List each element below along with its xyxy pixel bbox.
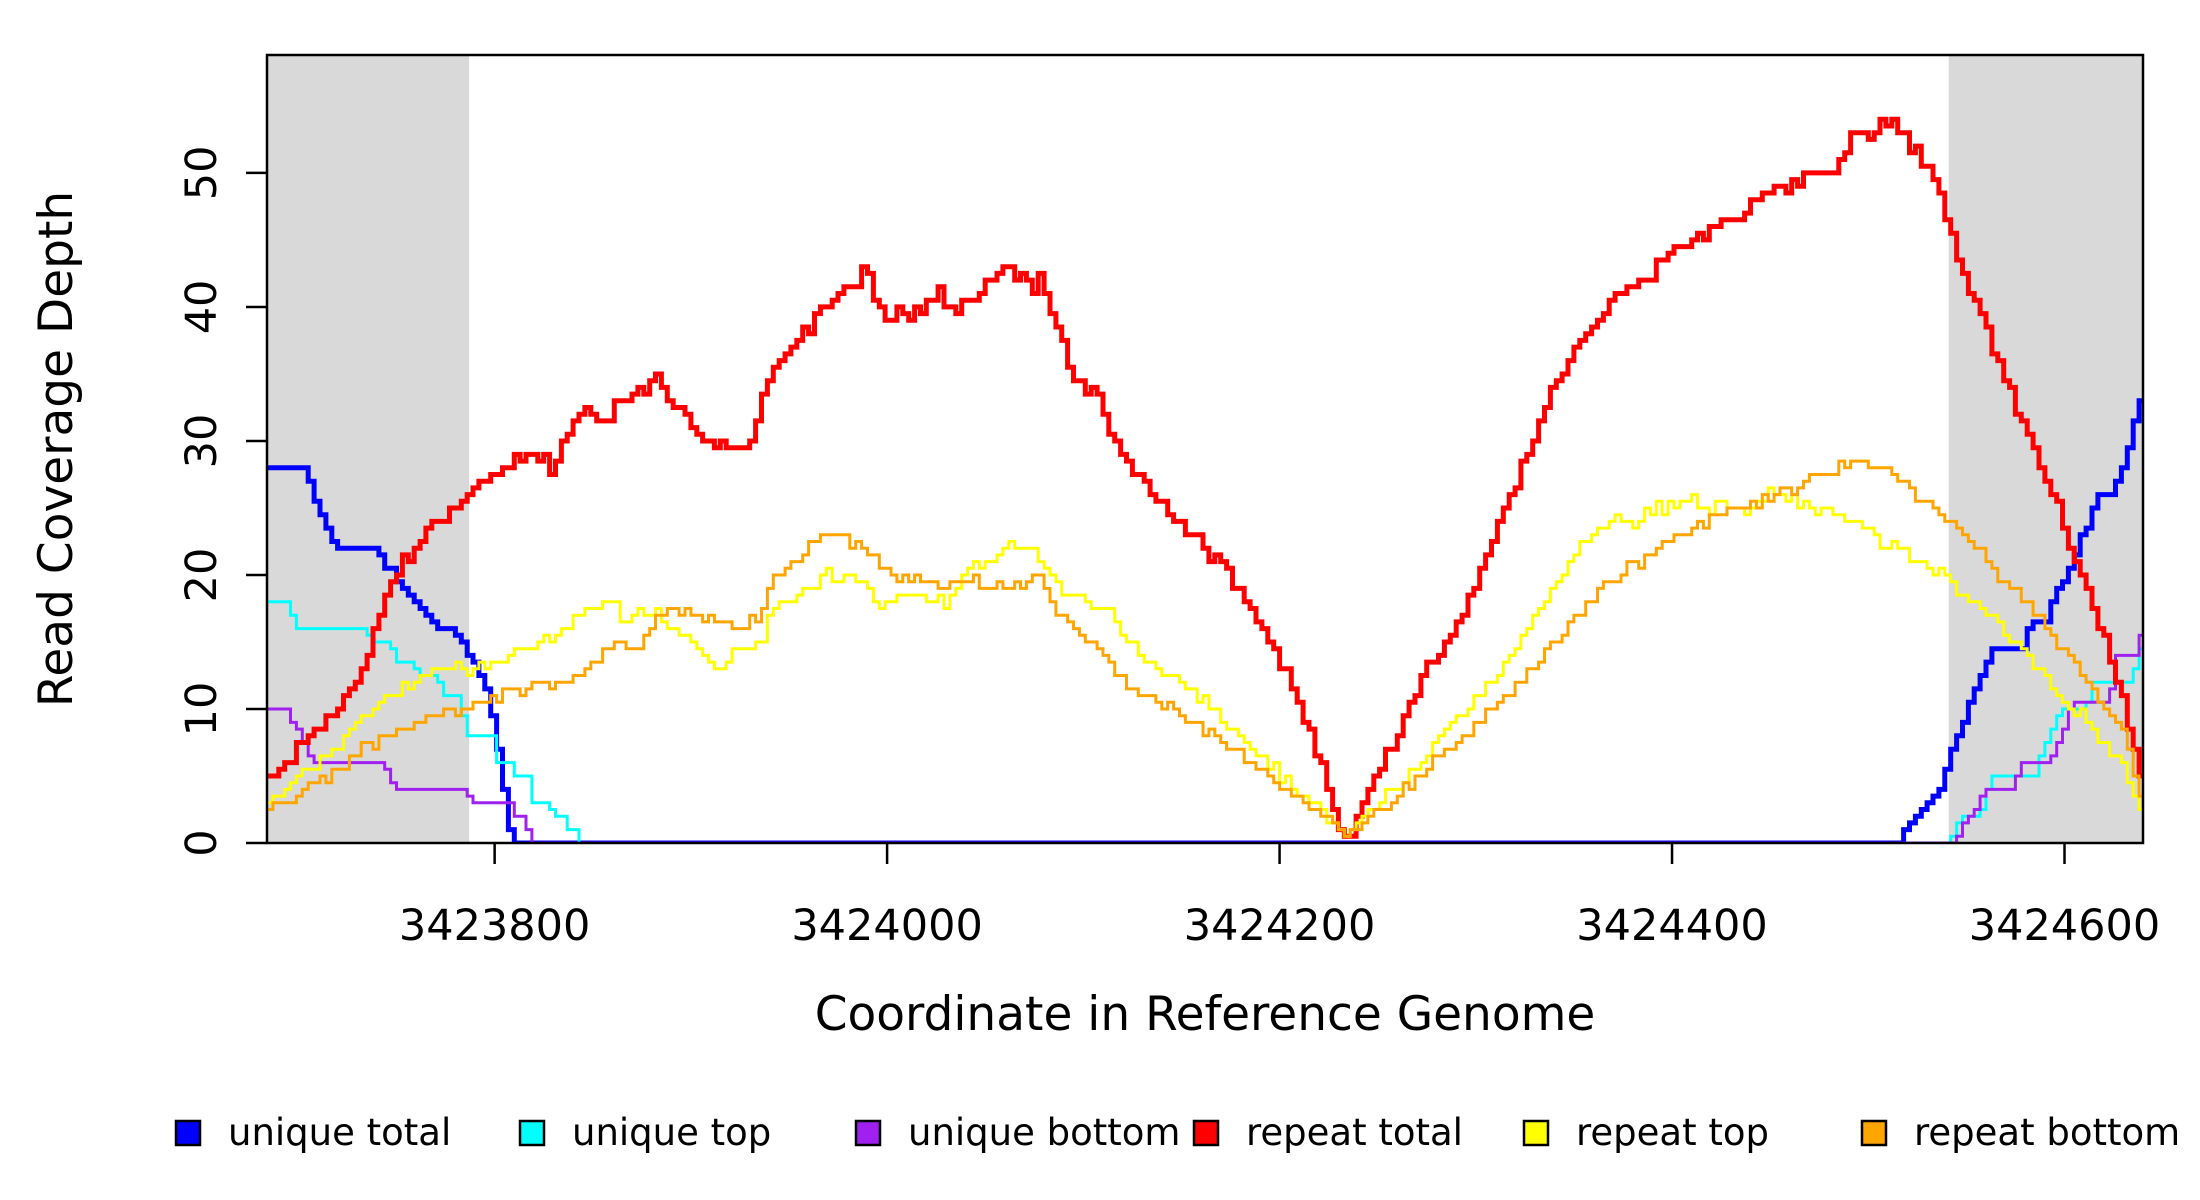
x-tick-label: 3424600 <box>1969 901 2161 951</box>
legend-swatch-repeat-top <box>1522 1119 1550 1147</box>
series-line-repeat-bottom <box>267 459 2143 838</box>
series-line-repeat-top <box>267 486 2143 838</box>
legend-swatch-unique-top <box>518 1119 546 1147</box>
shaded-region-left <box>267 55 470 843</box>
y-axis-ticks: 0 10 20 30 40 50 <box>177 146 267 857</box>
x-tick-label: 3424200 <box>1184 901 1376 951</box>
legend: unique total unique top unique bottom repea… <box>174 1111 2180 1154</box>
legend-label: repeat total <box>1246 1111 1463 1154</box>
x-tick-label: 3424400 <box>1576 901 1768 951</box>
series-line-repeat-total <box>267 116 2143 839</box>
legend-swatch-repeat-total <box>1192 1119 1220 1147</box>
y-tick-label: 50 <box>177 146 227 201</box>
y-tick-label: 20 <box>177 548 227 603</box>
legend-label: repeat bottom <box>1914 1111 2180 1154</box>
series-lines <box>267 116 2143 844</box>
legend-swatch-repeat-bottom <box>1860 1119 1888 1147</box>
legend-item: unique total <box>174 1111 451 1154</box>
x-axis-title: Coordinate in Reference Genome <box>815 987 1596 1042</box>
legend-item: repeat total <box>1192 1111 1463 1154</box>
legend-swatch-unique-bottom <box>854 1119 882 1147</box>
legend-item: repeat top <box>1522 1111 1769 1154</box>
y-tick-label: 10 <box>177 682 227 737</box>
series-line-unique-bottom <box>267 633 2143 844</box>
shaded-region-right <box>1948 55 2143 843</box>
legend-label: unique bottom <box>908 1111 1180 1154</box>
legend-label: repeat top <box>1576 1111 1769 1154</box>
legend-label: unique total <box>228 1111 451 1154</box>
legend-item: unique top <box>518 1111 771 1154</box>
legend-item: unique bottom <box>854 1111 1180 1154</box>
x-tick-label: 3424000 <box>791 901 983 951</box>
plot-border-box <box>265 53 2145 845</box>
legend-item: repeat bottom <box>1860 1111 2180 1154</box>
x-tick-label: 3423800 <box>399 901 591 951</box>
legend-label: unique top <box>572 1111 771 1154</box>
y-axis-title: Read Coverage Depth <box>29 191 84 707</box>
legend-swatch-unique-total <box>174 1119 202 1147</box>
y-tick-label: 0 <box>177 829 227 856</box>
shaded-regions <box>267 55 2143 843</box>
y-tick-label: 30 <box>177 414 227 469</box>
y-tick-label: 40 <box>177 280 227 335</box>
x-axis-ticks: 3423800 3424000 3424200 3424400 3424600 <box>399 843 2160 951</box>
